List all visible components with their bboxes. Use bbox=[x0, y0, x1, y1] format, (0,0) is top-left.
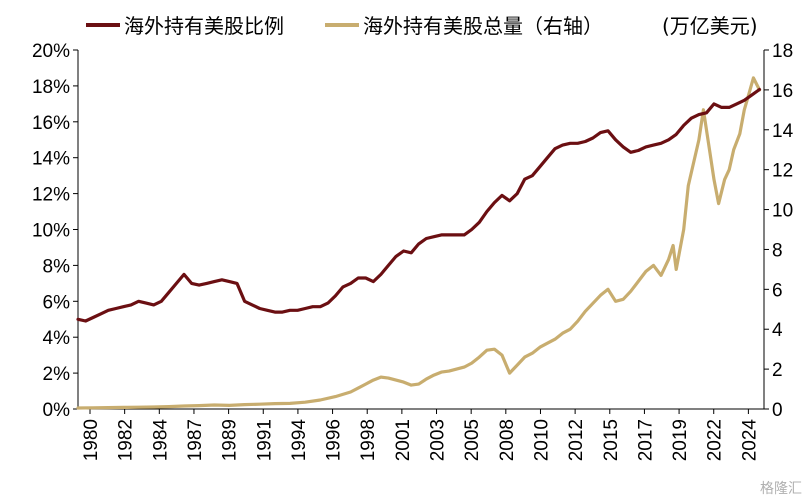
legend-label-foreign-share: 海外持有美股比例 bbox=[124, 14, 284, 38]
x-tick-label: 2015 bbox=[601, 419, 622, 461]
x-tick-label: 2017 bbox=[635, 419, 656, 461]
y-left-tick-label: 18% bbox=[32, 77, 70, 98]
y-left-tick-label: 0% bbox=[43, 400, 71, 421]
series-line-foreign-total bbox=[76, 76, 762, 410]
y-right-tick-label: 14 bbox=[772, 121, 794, 142]
y-left-tick-label: 8% bbox=[43, 256, 71, 277]
x-tick-label: 2003 bbox=[428, 419, 449, 461]
x-tick-label: 1984 bbox=[150, 419, 171, 462]
y-right-tick-label: 18 bbox=[772, 41, 793, 62]
y-left-tick-label: 4% bbox=[43, 328, 71, 349]
x-tick-label: 2019 bbox=[670, 419, 691, 461]
y-left-tick-label: 10% bbox=[32, 221, 70, 242]
x-tick-labels: 1980 1982 1984 1987 1989 1991 1994 1996 1998 2001… bbox=[81, 419, 760, 462]
x-tick-label: 2012 bbox=[566, 419, 587, 461]
x-tick-label: 2010 bbox=[531, 419, 552, 461]
x-tick-label: 2008 bbox=[497, 419, 518, 461]
x-tick-label: 1994 bbox=[289, 419, 310, 462]
x-tick-label: 1987 bbox=[185, 419, 206, 461]
axes bbox=[73, 49, 769, 414]
y-right-tick-label: 6 bbox=[772, 280, 783, 301]
watermark: 格隆汇 bbox=[760, 481, 802, 497]
y-right-tick-label: 8 bbox=[772, 240, 783, 261]
x-tick-label: 2001 bbox=[393, 419, 414, 461]
y-right-tick-labels: 0 2 4 6 8 10 12 14 16 18 bbox=[772, 41, 794, 421]
x-tick-label: 1998 bbox=[358, 419, 379, 461]
y-right-tick-label: 12 bbox=[772, 161, 793, 182]
y-left-tick-label: 2% bbox=[43, 364, 71, 385]
x-tick-label: 1991 bbox=[254, 419, 275, 461]
y-right-tick-label: 16 bbox=[772, 81, 793, 102]
y-right-tick-label: 0 bbox=[772, 400, 783, 421]
y-left-tick-labels: 0% 2% 4% 6% 8% 10% 12% 14% 16% 18% 20% bbox=[32, 41, 70, 421]
legend-label-foreign-total: 海外持有美股总量（右轴） bbox=[363, 14, 603, 38]
y-left-tick-label: 14% bbox=[32, 149, 70, 170]
series-lines bbox=[76, 76, 762, 410]
x-tick-label: 1989 bbox=[220, 419, 241, 461]
x-tick-label: 1980 bbox=[81, 419, 102, 461]
legend: 海外持有美股比例 海外持有美股总量（右轴） (万亿美元) bbox=[86, 14, 758, 38]
series-line-foreign-share bbox=[76, 87, 762, 323]
y-left-tick-label: 12% bbox=[32, 185, 70, 206]
x-tick-label: 1982 bbox=[116, 419, 137, 461]
x-tick-label: 2024 bbox=[739, 419, 760, 462]
x-tick-label: 1996 bbox=[324, 419, 345, 461]
right-axis-unit-label: (万亿美元) bbox=[662, 14, 758, 38]
x-tick-label: 2005 bbox=[462, 419, 483, 461]
x-tick-label: 2022 bbox=[705, 419, 726, 461]
y-left-tick-label: 6% bbox=[43, 292, 71, 313]
y-right-tick-label: 2 bbox=[772, 360, 783, 381]
y-right-tick-label: 4 bbox=[772, 320, 783, 341]
y-left-tick-label: 20% bbox=[32, 41, 70, 62]
y-left-tick-label: 16% bbox=[32, 113, 70, 134]
y-right-tick-label: 10 bbox=[772, 201, 793, 222]
